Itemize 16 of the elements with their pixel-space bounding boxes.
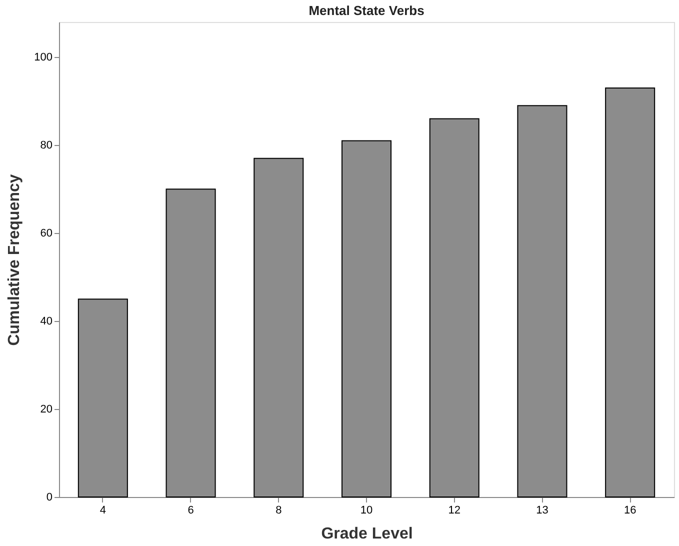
- y-tick-label: 0: [46, 492, 52, 504]
- x-tick-label: 8: [276, 504, 282, 516]
- x-tick-label: 10: [360, 504, 373, 516]
- x-tick-label: 6: [188, 504, 194, 516]
- y-axis-title: Cumulative Frequency: [6, 174, 24, 346]
- y-tick-label: 40: [40, 316, 52, 328]
- x-tick-label: 13: [536, 504, 548, 516]
- y-tick-label: 100: [34, 52, 52, 64]
- x-axis-title: Grade Level: [321, 526, 413, 542]
- y-tick-label: 20: [40, 404, 52, 416]
- y-tick-label: 80: [40, 140, 52, 152]
- x-tick-label: 12: [448, 504, 460, 516]
- x-tick-label: 4: [100, 504, 106, 516]
- x-tick-label: 16: [624, 504, 636, 516]
- chart-title: Mental State Verbs: [308, 3, 424, 18]
- y-tick-label: 60: [40, 228, 52, 240]
